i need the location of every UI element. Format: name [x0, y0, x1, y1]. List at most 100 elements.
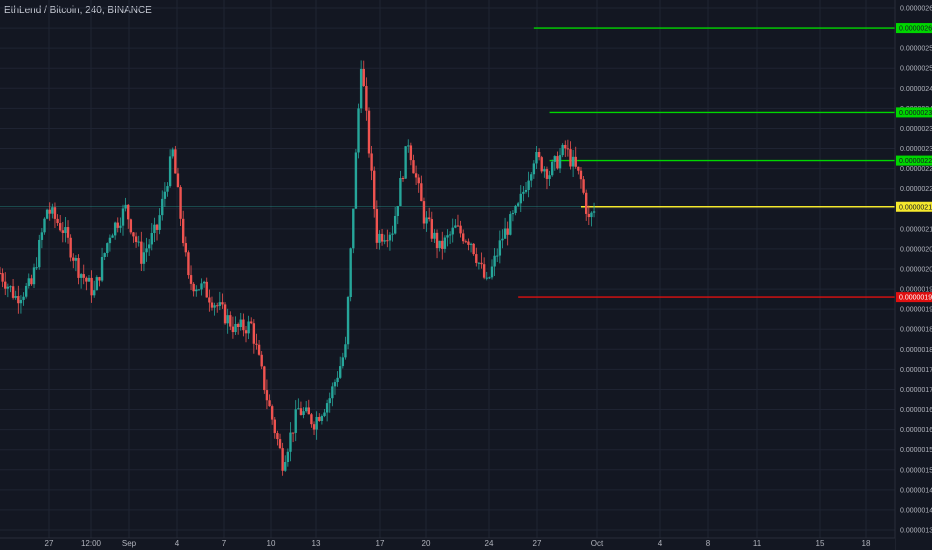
candle-body: [535, 151, 538, 164]
candle-body: [85, 277, 88, 282]
candle-body: [501, 238, 504, 241]
y-tick-label: 0.00000235: [900, 126, 932, 133]
candle-body: [216, 305, 219, 307]
candle-body: [532, 163, 536, 175]
candle-body: [100, 256, 104, 281]
y-tick-label: 0.00000185: [900, 327, 932, 334]
candle-body: [477, 262, 481, 264]
candle-body: [564, 144, 567, 149]
candlestick-series: [0, 60, 596, 476]
candle-body: [145, 248, 148, 253]
x-tick-label: Oct: [591, 539, 604, 548]
x-tick-label: 13: [312, 539, 321, 548]
candle-body: [456, 225, 460, 227]
candle-body: [454, 225, 457, 228]
candle-body: [312, 424, 316, 430]
candle-body: [556, 156, 559, 169]
candle-body: [537, 151, 541, 158]
candle-body: [79, 274, 83, 278]
candle-body: [482, 264, 486, 278]
candle-body: [506, 228, 509, 235]
x-tick-label: 7: [222, 539, 227, 548]
candle-body: [187, 252, 190, 276]
candle-body: [195, 289, 198, 292]
candle-body: [414, 173, 418, 178]
candle-body: [87, 277, 91, 282]
candle-body: [276, 433, 279, 440]
chart-grid: [0, 0, 895, 538]
candle-body: [45, 209, 49, 219]
time-axis[interactable]: 27 12:00 Sep 4 7 10 13 17 20 24 27 Oct 4 8 11 15 18: [0, 537, 895, 550]
candle-body: [339, 366, 342, 378]
candle-body: [9, 286, 12, 288]
candle-body: [386, 240, 389, 242]
price-tag-label: 0.00000227: [899, 158, 932, 165]
candle-body: [51, 207, 54, 214]
candle-body: [417, 177, 420, 184]
candle-body: [472, 243, 475, 255]
candle-body: [435, 232, 439, 249]
candle-body: [325, 403, 329, 413]
candle-body: [181, 218, 185, 244]
candle-body: [331, 386, 334, 399]
candle-body: [106, 243, 109, 254]
candle-body: [174, 149, 177, 174]
x-tick-label: 4: [658, 539, 663, 548]
candle-body: [147, 244, 151, 249]
candle-body: [493, 255, 496, 267]
candle-body: [320, 415, 324, 421]
price-tag: [896, 292, 932, 303]
candle-body: [336, 377, 339, 383]
candle-body: [323, 412, 326, 416]
candle-body: [66, 227, 70, 238]
candle-body: [393, 215, 397, 234]
candle-body: [354, 152, 358, 209]
candle-body: [239, 319, 242, 328]
candle-body: [113, 222, 117, 236]
candle-body: [558, 155, 562, 169]
candle-body: [396, 206, 399, 216]
y-tick-label: 0.00000195: [900, 287, 932, 294]
candle-body: [367, 110, 371, 154]
candle-body: [236, 323, 240, 328]
candle-body: [158, 215, 161, 230]
candle-body: [38, 239, 41, 268]
candle-body: [516, 203, 520, 206]
candle-body: [134, 236, 138, 242]
candle-body: [223, 304, 227, 324]
candle-body: [571, 156, 575, 167]
candle-body: [569, 149, 572, 167]
candle-body: [278, 439, 282, 449]
candle-body: [231, 326, 235, 333]
candle-body: [137, 241, 140, 243]
x-tick-label: 8: [706, 539, 711, 548]
y-tick-label: 0.00000255: [900, 46, 932, 53]
candle-body: [438, 240, 441, 249]
candle-body: [441, 240, 444, 249]
candle-body: [281, 448, 284, 471]
candle-body: [247, 321, 250, 334]
candle-body: [210, 302, 214, 308]
candle-body: [17, 296, 20, 304]
candle-body: [577, 166, 580, 171]
candle-body: [90, 277, 93, 296]
candle-body: [464, 241, 468, 243]
candle-body: [6, 286, 10, 289]
candle-body: [77, 258, 80, 278]
x-tick-label: 17: [376, 539, 385, 548]
candle-body: [346, 296, 350, 345]
candle-body: [150, 233, 153, 245]
candle-body: [268, 400, 271, 407]
price-tag-label: 0.00000193: [899, 295, 932, 302]
candle-body: [270, 406, 274, 420]
candle-body: [362, 68, 365, 87]
candle-body: [179, 187, 182, 219]
candle-body: [425, 217, 428, 224]
horizontal-levels: [0, 27, 895, 298]
candle-body: [404, 146, 407, 179]
candle-body: [503, 228, 507, 239]
candle-body: [550, 161, 554, 176]
